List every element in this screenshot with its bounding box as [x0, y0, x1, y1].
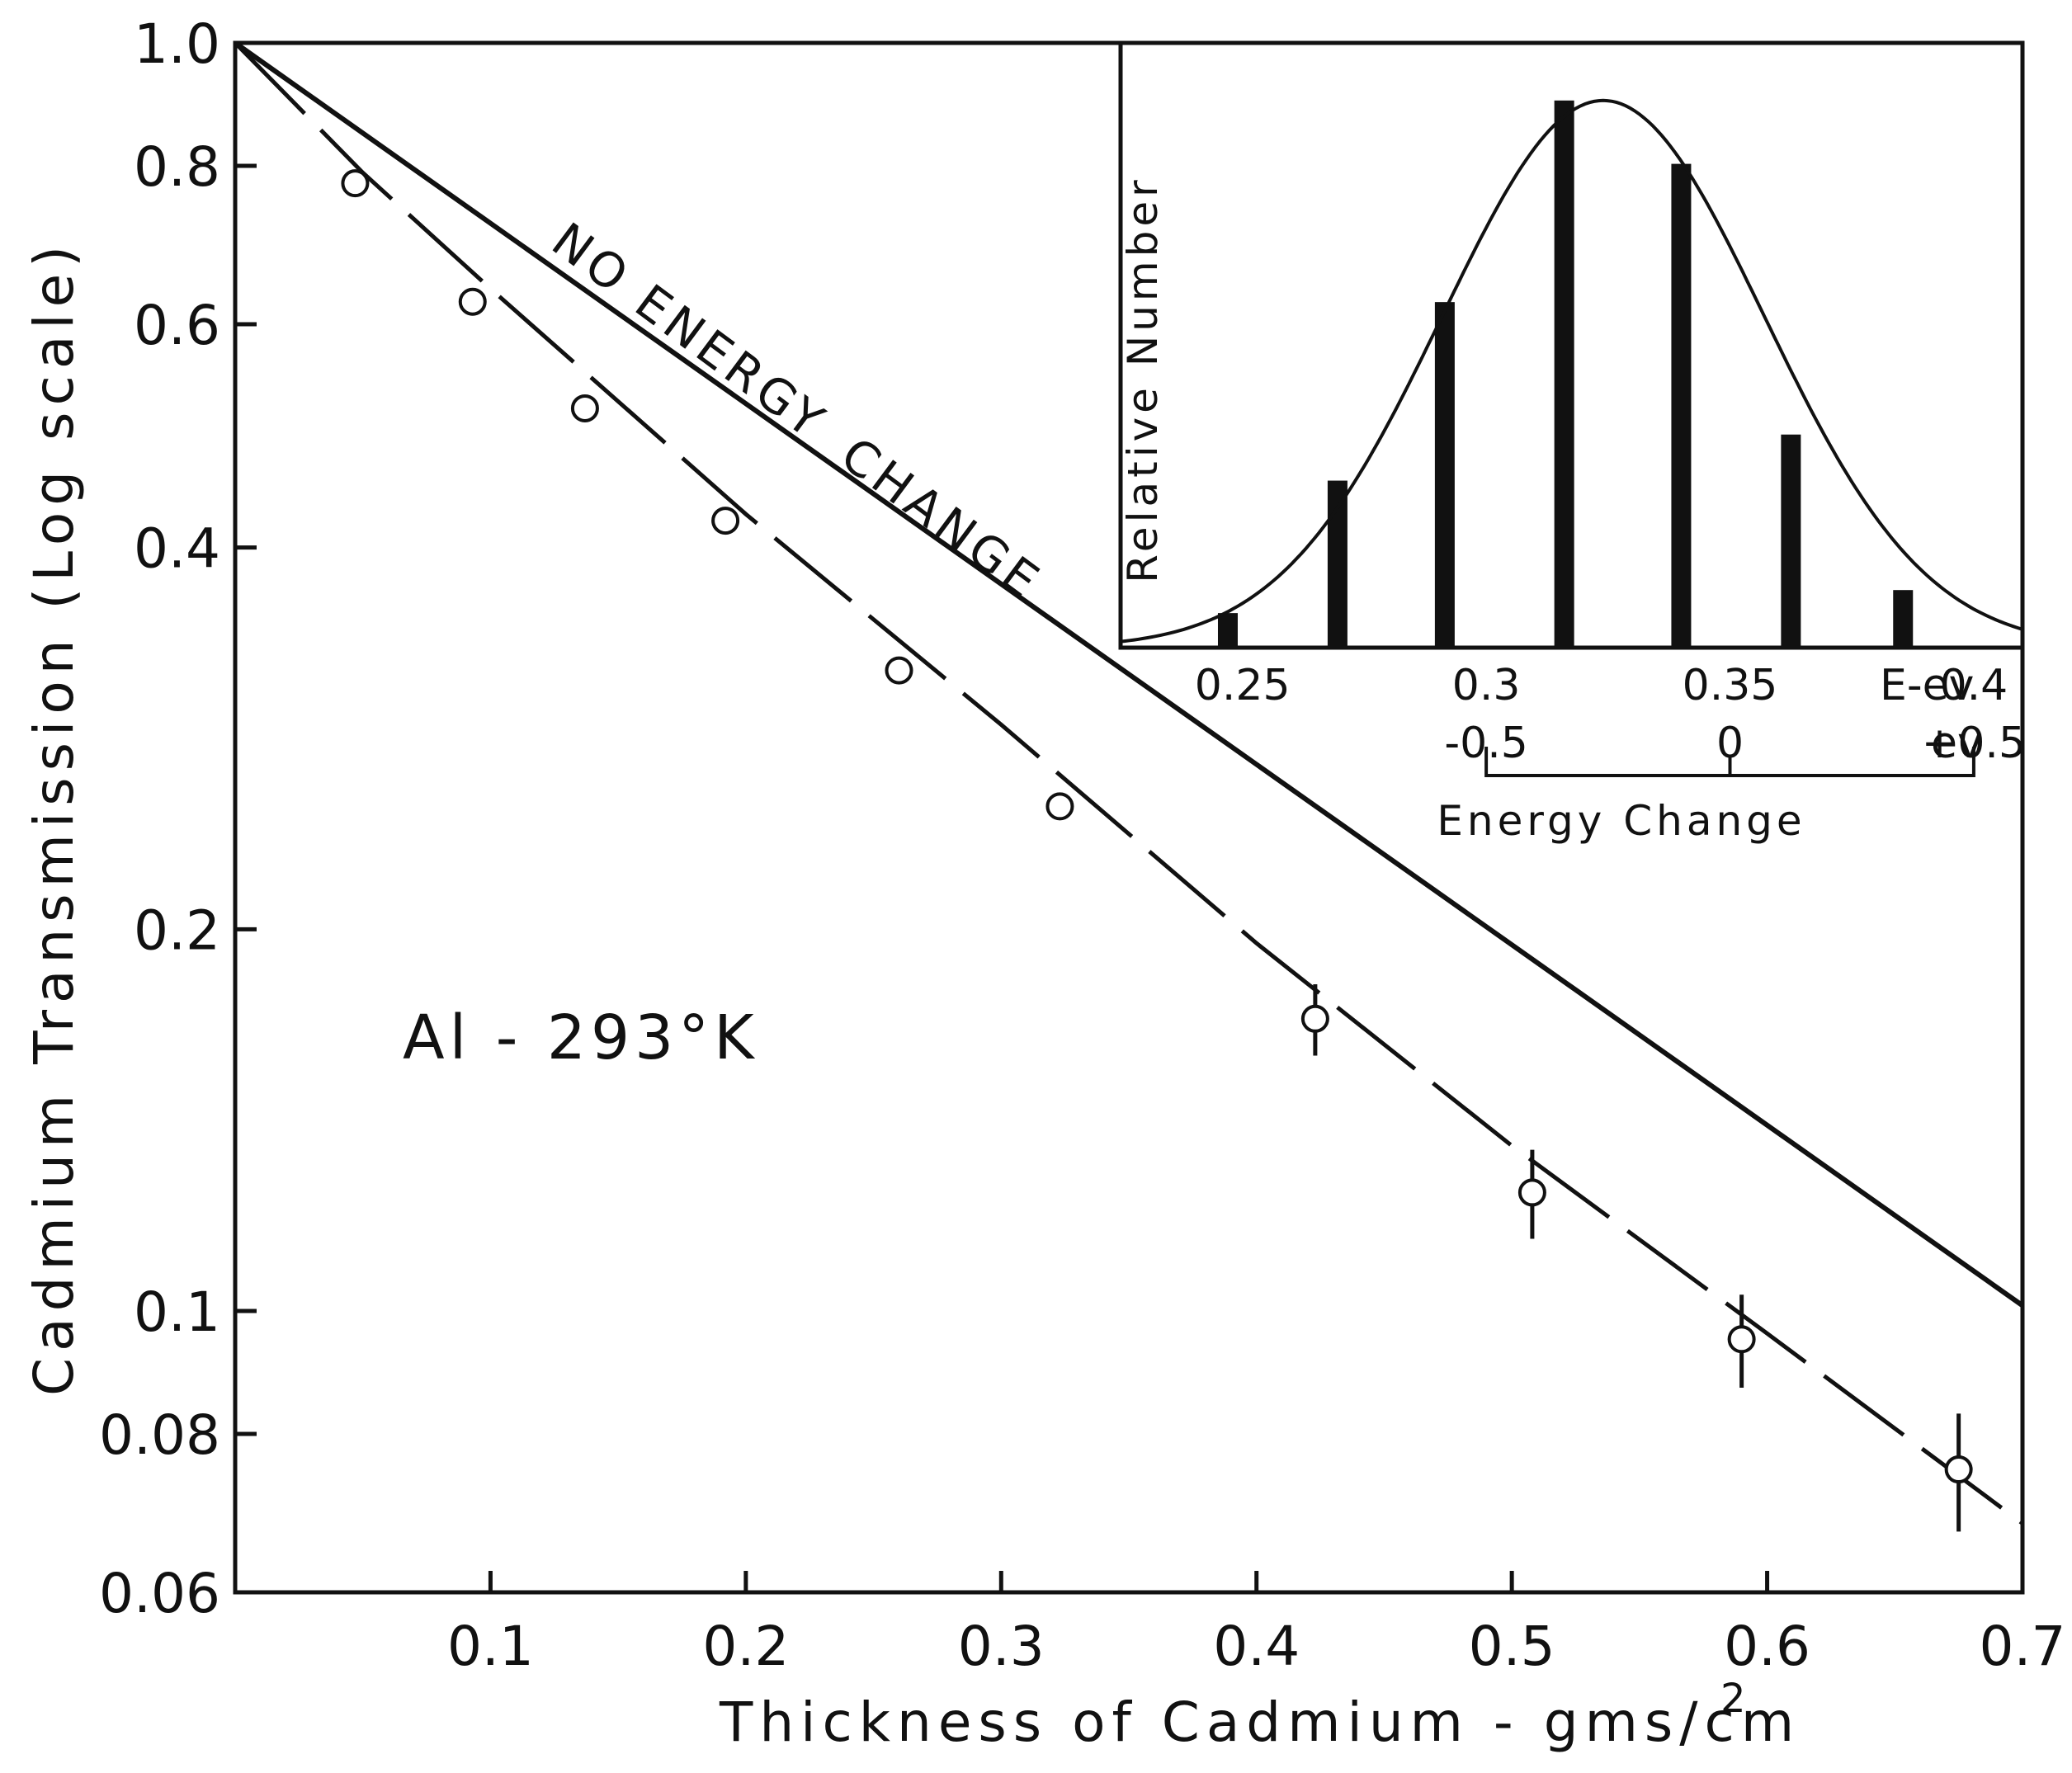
x-tick-label: 0.2 — [702, 1615, 789, 1678]
data-point-marker — [711, 507, 740, 535]
data-point-marker — [1517, 1178, 1546, 1207]
inset-gaussian-curve — [1120, 98, 2023, 644]
x-axis-title: Thickness of Cadmium - gms/cm 2 — [719, 1676, 1801, 1754]
y-tick-label: 0.4 — [134, 517, 220, 581]
data-point-marker — [1045, 792, 1074, 821]
inset-x-axis-title: Energy Change — [1437, 797, 1805, 845]
inset-bar — [1671, 163, 1692, 648]
data-point-marker — [1727, 1325, 1756, 1354]
x-tick-label: 0.5 — [1469, 1615, 1555, 1678]
inset-x-tick-label: 0.3 — [1452, 661, 1521, 710]
inset-energy-unit-label: ev — [1931, 719, 1983, 768]
inset-y-axis-title: Relative Number — [1119, 176, 1167, 582]
x-axis-title-superscript: 2 — [1720, 1676, 1753, 1722]
series-line-no-energy-change — [234, 40, 2024, 1308]
y-tick-label: 0.08 — [99, 1403, 220, 1467]
inset-x-unit-label: E-ev — [1880, 661, 1974, 710]
x-tick-label: 0.3 — [958, 1615, 1045, 1678]
inset-bar — [1893, 590, 1914, 648]
y-tick-label: 1.0 — [134, 12, 220, 76]
energy-change-label: +0.5 — [1922, 719, 2026, 768]
y-tick-label: 0.1 — [134, 1280, 220, 1344]
data-point-marker — [1944, 1455, 1973, 1484]
inset-bar — [1554, 100, 1574, 648]
inset-x-tick-label: 0.4 — [1940, 661, 2008, 710]
data-point-marker — [458, 287, 487, 316]
sample-label: Al - 293°K — [403, 1002, 759, 1073]
x-axis-title-text: Thickness of Cadmium - gms/cm — [719, 1690, 1801, 1754]
inset-plot-layer: 0.25 0.3 0.35 0.4 -0.5 0 +0.5 — [1120, 98, 2026, 777]
inset-bar — [1781, 434, 1801, 648]
inset-bar — [1217, 613, 1238, 648]
data-point-marker — [341, 169, 370, 198]
energy-change-label: -0.5 — [1444, 719, 1527, 768]
energy-change-label: 0 — [1716, 719, 1744, 768]
data-point-marker — [570, 394, 599, 422]
y-tick-label: 0.2 — [134, 898, 220, 962]
line-label-change: CHANGE — [831, 427, 1053, 611]
inset-chart: 0.25 0.3 0.35 0.4-0.5 0 +0.5 Relative Number … — [1118, 40, 2026, 845]
series-line-calculated — [234, 41, 2024, 1525]
y-tick-label: 0.6 — [134, 294, 220, 357]
inset-x-tick-label: 0.35 — [1683, 661, 1778, 710]
y-tick-label: 0.8 — [134, 135, 220, 199]
data-point-marker — [1300, 1004, 1329, 1033]
inset-x-tick-label: 0.25 — [1195, 661, 1291, 710]
y-axis-title: Cadmium Transmission (Log scale) — [22, 239, 86, 1396]
y-tick-label: 0.06 — [99, 1562, 220, 1625]
x-tick-label: 0.4 — [1213, 1615, 1300, 1678]
main-plot-layer: 0.1 0.2 0.3 0.4 0.5 0.6 0.7 1.0 0.8 0.6 0.4 0.2 0.1 0… — [99, 12, 2065, 1678]
data-point-marker — [885, 656, 913, 685]
x-tick-label: 0.7 — [1980, 1615, 2066, 1678]
x-tick-label: 0.1 — [447, 1615, 534, 1678]
inset-bar — [1434, 302, 1455, 648]
x-tick-label: 0.6 — [1724, 1615, 1810, 1678]
